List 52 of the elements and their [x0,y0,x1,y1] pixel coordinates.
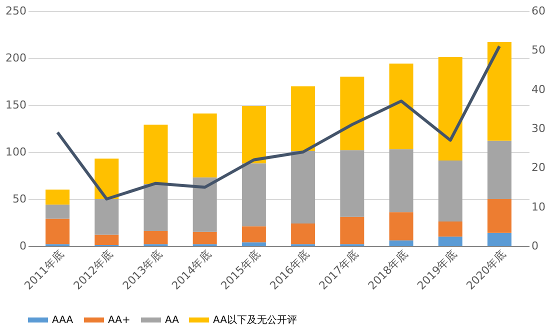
line-series [56,44,501,200]
y-tick-label: 200 [6,52,26,64]
bar [242,106,266,164]
bar [340,216,364,244]
y2-tick-label: 30 [532,122,546,135]
bar [144,184,168,231]
bar [46,218,70,244]
y2-tick-label: 40 [532,82,546,96]
bar [94,199,119,235]
bar [487,232,512,246]
y-tick-label: 100 [6,146,26,158]
bar [291,151,316,224]
bar [291,223,316,244]
y2-tick-label: 50 [532,44,546,57]
bar [144,230,168,244]
bar [487,140,512,199]
bar [94,158,119,199]
y-tick-label: 250 [6,4,26,18]
bar [389,212,414,240]
y2-tick-label: 20 [532,161,546,174]
bar [389,64,414,150]
bar [192,113,217,178]
legend-label: AA以下及无公开评 [213,314,297,326]
bar [487,199,512,233]
bar [242,226,266,242]
bar [242,163,266,226]
bar [94,234,119,246]
bar [438,236,462,246]
bar [144,124,168,184]
legend-label: AAA [52,315,74,326]
bar [438,57,462,160]
bar [46,190,70,205]
y-tick-label: 50 [12,192,26,206]
y2-tick-label: 10 [532,200,546,214]
y-tick-label: 0 [20,240,26,252]
bar [46,204,70,219]
bar [389,149,414,212]
y2-tick-label: 60 [532,4,546,18]
y-tick-label: 150 [6,98,26,112]
bar [438,160,462,222]
bar [340,150,364,217]
bar [389,240,414,246]
bar [242,242,266,246]
legend-label: AA+ [108,315,130,326]
bar [192,177,217,232]
bar [487,42,512,141]
bar [340,76,364,150]
bar [192,232,217,244]
bar [438,222,462,237]
y2-tick-label: 0 [532,240,538,252]
bar [291,86,316,152]
legend-label: AA [165,315,180,326]
